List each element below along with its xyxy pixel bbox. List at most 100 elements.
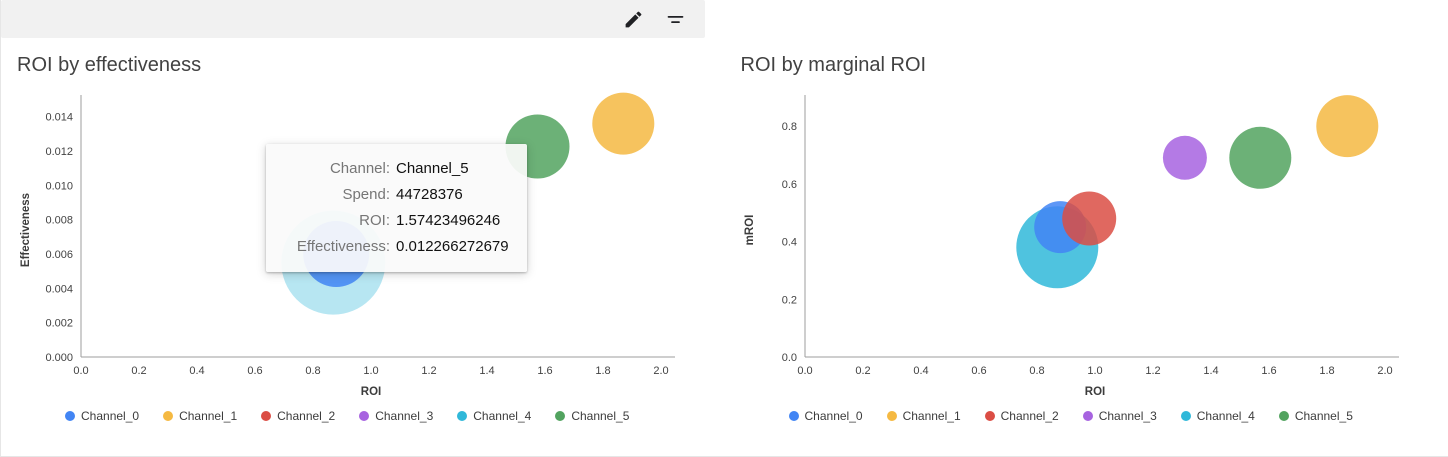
legend-item-Channel_4[interactable]: Channel_4 [1180, 409, 1255, 423]
legend-label: Channel_5 [1294, 409, 1353, 423]
legend-dot [65, 411, 75, 421]
x-tick-label: 1.0 [1087, 365, 1102, 377]
legend-label: Channel_3 [375, 409, 434, 423]
legend-item-Channel_5[interactable]: Channel_5 [1278, 409, 1353, 423]
legend-item-Channel_2[interactable]: Channel_2 [984, 409, 1059, 423]
legend-label: Channel_3 [1098, 409, 1157, 423]
tooltip-row: Effectiveness: 0.012266272679 [278, 234, 509, 260]
x-tick-label: 2.0 [1377, 365, 1392, 377]
tooltip-row: ROI: 1.57423496246 [278, 208, 509, 234]
x-tick-label: 0.0 [797, 365, 812, 377]
filter-list-icon [667, 15, 683, 23]
legend-item-Channel_4[interactable]: Channel_4 [457, 409, 531, 423]
x-tick-label: 2.0 [653, 365, 668, 377]
y-tick-label: 0.4 [781, 237, 796, 249]
x-tick-label: 1.0 [363, 365, 378, 377]
x-tick-label: 0.2 [131, 365, 146, 377]
x-tick-label: 1.4 [1203, 365, 1218, 377]
x-tick-label: 1.6 [537, 365, 552, 377]
legend-dot [457, 411, 468, 421]
chart-title: ROI by marginal ROI [740, 54, 927, 76]
y-tick-label: 0.002 [45, 318, 73, 330]
chart-card-roi-by-marginal-roi: ROI by marginal ROI 0.0 0.2 0.4 0.6 0.8 1.0 1.… [725, 44, 1448, 423]
chart-tooltip: Channel: Channel_5 Spend: 44728376 ROI: … [266, 144, 527, 272]
tooltip-label: Spend: [342, 186, 390, 203]
x-tick-label: 1.8 [595, 365, 610, 377]
x-tick-label: 1.2 [1145, 365, 1160, 377]
legend-item-Channel_0[interactable]: Channel_0 [65, 409, 139, 423]
x-tick-label: 1.4 [479, 365, 494, 377]
legend-dot [1278, 411, 1289, 421]
legend-label: Channel_2 [277, 409, 336, 423]
x-tick-label: 0.8 [1029, 365, 1044, 377]
legend-label: Channel_2 [1000, 409, 1059, 423]
tooltip-row: Spend: 44728376 [278, 182, 509, 208]
tooltip-label: ROI: [359, 212, 390, 229]
x-tick-label: 0.4 [913, 365, 928, 377]
legend-dot [1180, 411, 1191, 421]
y-tick-label: 0.000 [45, 352, 73, 364]
legend-dot [261, 411, 272, 421]
legend-label: Channel_4 [473, 409, 532, 423]
chart-canvas: 0.0 0.2 0.4 0.6 0.8 1.0 1.2 1.4 1.6 1.8 2.0 0.0 0.2 0… [744, 95, 1399, 398]
x-tick-label: 0.4 [189, 365, 204, 377]
legend-label: Channel_0 [81, 409, 140, 423]
x-tick-label: 0.6 [971, 365, 986, 377]
chart-title: ROI by effectiveness [17, 54, 202, 76]
y-tick-label: 0.0 [781, 352, 796, 364]
y-tick-label: 0.8 [781, 121, 796, 133]
legend-item-Channel_5[interactable]: Channel_5 [555, 409, 629, 423]
legend-dot [788, 411, 799, 421]
legend-dot [359, 411, 370, 421]
legend-label: Channel_1 [179, 409, 238, 423]
tooltip-value: Channel_5 [396, 160, 469, 177]
pencil-icon [625, 11, 641, 27]
bubble-Channel_1[interactable] [592, 92, 655, 155]
bubble-Channel_1[interactable] [1315, 95, 1378, 158]
tooltip-value: 1.57423496246 [396, 212, 501, 229]
bubble-Channel_3[interactable] [1162, 135, 1207, 180]
tooltip-value: 44728376 [396, 186, 463, 203]
x-axis-title: ROI [361, 386, 381, 398]
bubble-Channel_2[interactable] [1061, 191, 1116, 246]
y-axis-title: mROI [744, 215, 756, 246]
legend-label: Channel_0 [804, 409, 863, 423]
legend-item-Channel_2[interactable]: Channel_2 [261, 409, 335, 423]
charts-row: ROI by effectiveness 0.0 0.2 0.4 0.6 0.8 1.0 1… [1, 44, 1448, 423]
y-axis-title: Effectiveness [20, 193, 32, 267]
legend-item-Channel_0[interactable]: Channel_0 [788, 409, 863, 423]
legend-dot [1082, 411, 1093, 421]
legend-dot [984, 411, 995, 421]
legend-label: Channel_1 [902, 409, 961, 423]
legend-item-Channel_1[interactable]: Channel_1 [163, 409, 237, 423]
x-tick-label: 1.8 [1319, 365, 1334, 377]
legend-label: Channel_4 [1196, 409, 1255, 423]
legend-dot [163, 411, 174, 421]
tooltip-label: Effectiveness: [296, 238, 390, 255]
legend-item-Channel_3[interactable]: Channel_3 [1082, 409, 1157, 423]
x-axis-title: ROI [1084, 386, 1104, 398]
legend-item-Channel_1[interactable]: Channel_1 [886, 409, 961, 423]
edit-button[interactable] [617, 3, 649, 35]
legend: Channel_0 Channel_1 Channel_2 Channel_3 Chan… [788, 409, 1441, 423]
bubble-Channel_5[interactable] [1228, 126, 1291, 189]
bubble-chart-roi-by-marginal-roi: 0.0 0.2 0.4 0.6 0.8 1.0 1.2 1.4 1.6 1.8 2.0 0.0 0.2 0… [741, 87, 1441, 399]
legend-dot [886, 411, 897, 421]
y-tick-label: 0.010 [45, 180, 73, 192]
x-tick-label: 0.0 [73, 365, 88, 377]
y-tick-label: 0.004 [45, 283, 73, 295]
y-tick-label: 0.6 [781, 179, 796, 191]
legend: Channel_0 Channel_1 Channel_2 Channel_3 Chan… [65, 409, 717, 423]
x-tick-label: 1.2 [421, 365, 436, 377]
x-tick-label: 0.2 [855, 365, 870, 377]
x-tick-label: 0.8 [305, 365, 320, 377]
legend-item-Channel_3[interactable]: Channel_3 [359, 409, 433, 423]
legend-label: Channel_5 [571, 409, 630, 423]
x-tick-label: 1.6 [1261, 365, 1276, 377]
filter-button[interactable] [659, 3, 691, 35]
y-tick-label: 0.006 [45, 249, 73, 261]
tooltip-row: Channel: Channel_5 [278, 156, 509, 182]
tooltip-value: 0.012266272679 [396, 238, 509, 255]
tooltip-label: Channel: [329, 160, 390, 177]
